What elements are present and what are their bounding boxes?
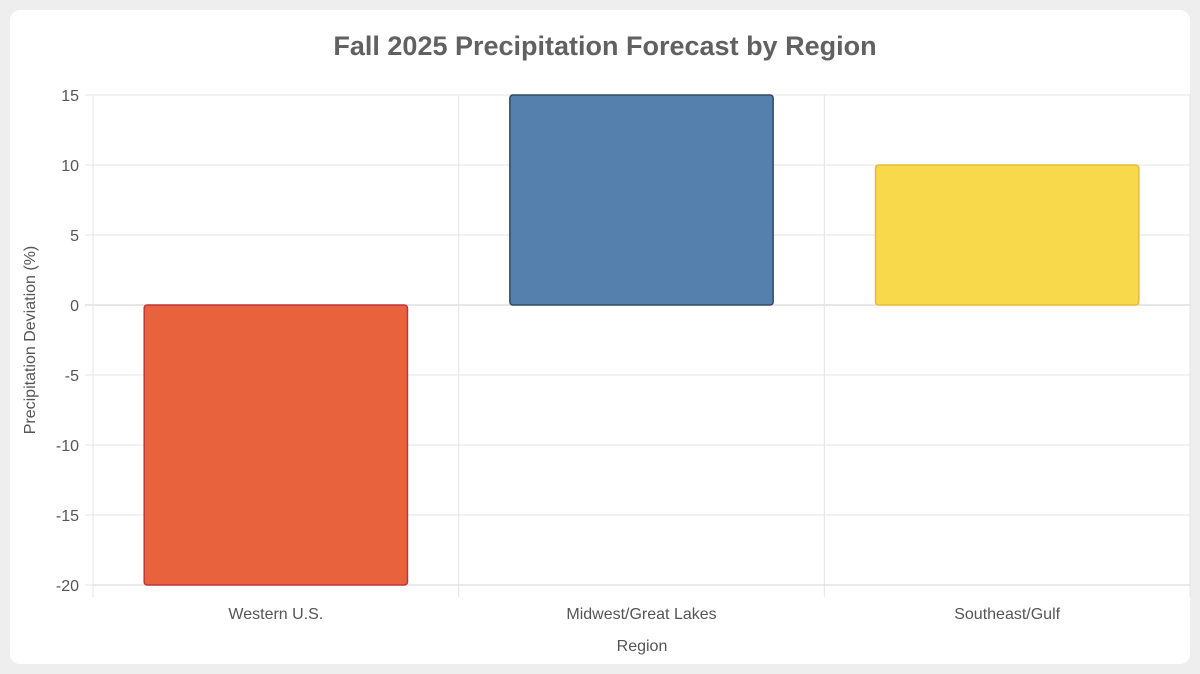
y-axis-title: Precipitation Deviation (%): [22, 246, 39, 435]
y-tick-label: -15: [56, 508, 79, 525]
x-axis-title: Region: [617, 638, 668, 655]
bar: [143, 304, 409, 586]
bar: [509, 94, 774, 306]
chart-title: Fall 2025 Precipitation Forecast by Regi…: [333, 31, 876, 61]
x-tick-label: Western U.S.: [228, 606, 323, 623]
y-tick-label: 10: [61, 158, 79, 175]
x-axis-ticks: Western U.S. Midwest/Great Lakes Southeast…: [228, 606, 1060, 623]
y-axis-ticks: 15 10 5 0 -5 -10 -15 -20: [56, 88, 79, 595]
x-tick-label: Southeast/Gulf: [954, 606, 1060, 623]
x-tick-label: Midwest/Great Lakes: [566, 606, 716, 623]
y-tick-label: 0: [70, 298, 79, 315]
y-tick-label: -20: [56, 578, 79, 595]
bar: [874, 164, 1140, 306]
y-tick-label: -5: [65, 368, 79, 385]
y-tick-label: 15: [61, 88, 79, 105]
bars: [143, 94, 1140, 586]
y-tick-label: 5: [70, 228, 79, 245]
y-tick-label: -10: [56, 438, 79, 455]
